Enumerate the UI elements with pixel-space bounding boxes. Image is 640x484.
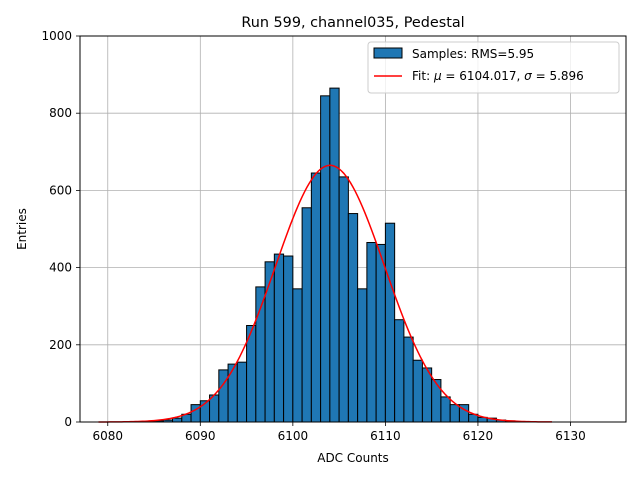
histogram-bar [357, 288, 368, 423]
y-tick-label: 1000 [41, 29, 72, 43]
histogram-bar [292, 288, 303, 423]
histogram-bar [394, 319, 405, 423]
fit-curve-group [98, 164, 552, 423]
y-tick-label: 0 [64, 415, 72, 429]
histogram-bar [273, 253, 285, 423]
x-tick-label: 6110 [370, 429, 401, 443]
histogram-bar [320, 95, 331, 423]
histogram-bar [310, 172, 322, 423]
histogram-bar [366, 242, 377, 423]
histogram-bar [172, 417, 183, 423]
x-tick-label: 6120 [463, 429, 494, 443]
histogram-bar [227, 363, 238, 423]
histogram-bar [440, 396, 451, 423]
histogram-bar [264, 261, 275, 423]
y-axis-ticks: 0 200 400 600 800 1000 [41, 29, 80, 429]
legend-fit-label: Fit: μ = 6104.017, σ = 5.896 [412, 69, 584, 83]
y-tick-label: 200 [49, 338, 72, 352]
chart-title: Run 599, channel035, Pedestal [241, 15, 464, 31]
y-tick-label: 600 [49, 183, 72, 197]
histogram-bar [236, 361, 248, 423]
x-tick-label: 6080 [92, 429, 123, 443]
x-tick-label: 6100 [278, 429, 309, 443]
x-axis-ticks: 6080 6090 6100 6110 6120 6130 [92, 422, 586, 443]
x-tick-label: 6130 [555, 429, 586, 443]
grid-lines [80, 35, 626, 423]
histogram-bar [347, 213, 359, 423]
histogram-bar [431, 379, 442, 423]
y-axis-label: Entries [15, 208, 29, 250]
histogram-bar [421, 367, 433, 423]
x-axis-label: ADC Counts [317, 451, 389, 465]
histogram-bar [283, 255, 294, 423]
plot-frame [79, 35, 627, 423]
legend-bar-swatch [373, 47, 403, 59]
histogram-bar [384, 222, 396, 423]
y-tick-label: 400 [49, 261, 72, 275]
histogram-bar [412, 359, 423, 423]
legend-histogram-label: Samples: RMS=5.95 [412, 47, 534, 61]
legend-box [367, 41, 620, 94]
histogram-bar [403, 336, 414, 423]
histogram-bar [301, 207, 312, 423]
y-tick-label: 800 [49, 106, 72, 120]
histogram-bar [375, 243, 386, 423]
histogram-bar [449, 404, 460, 423]
gaussian-fit-curve [98, 164, 552, 423]
x-tick-label: 6090 [185, 429, 216, 443]
histogram-bar [338, 176, 349, 423]
histogram-bars [144, 87, 516, 423]
histogram-bar [329, 87, 340, 423]
histogram-bar [218, 369, 229, 423]
legend: Samples: RMS=5.95 Fit: μ = 6104.017, σ =… [367, 41, 620, 94]
